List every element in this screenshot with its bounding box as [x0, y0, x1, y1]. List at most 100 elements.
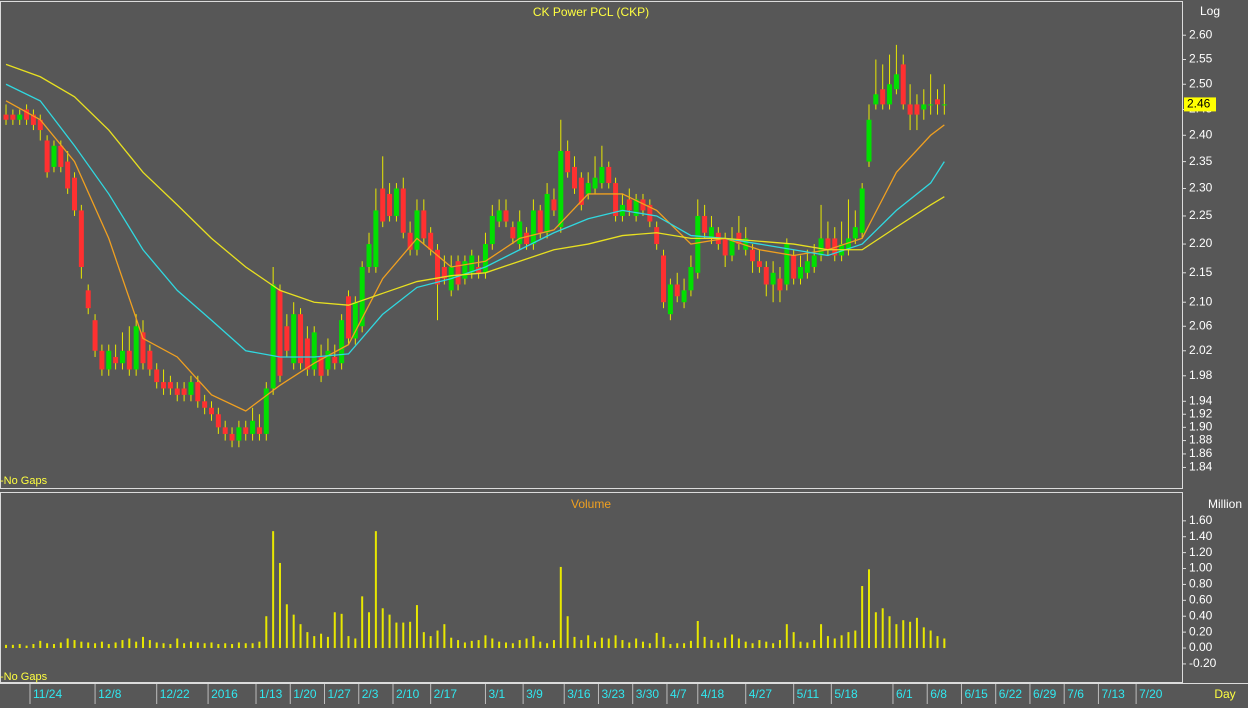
- volume-bar: [847, 632, 850, 649]
- volume-bar: [415, 605, 418, 649]
- y-tick-label: 1.00: [1189, 561, 1213, 575]
- volume-bar: [402, 622, 405, 649]
- volume-bar: [498, 641, 501, 649]
- volume-bar: [354, 638, 357, 649]
- candle-body: [208, 407, 214, 415]
- candle-body: [188, 382, 194, 395]
- volume-bar: [785, 624, 788, 649]
- volume-bar: [929, 630, 932, 649]
- candle-body: [784, 244, 790, 285]
- candle-body: [366, 244, 372, 267]
- candle-body: [750, 249, 756, 262]
- candle-body: [202, 401, 208, 408]
- volume-bar: [155, 642, 158, 649]
- volume-bar: [128, 638, 131, 649]
- candle-body: [489, 215, 495, 245]
- candle-body: [400, 188, 406, 233]
- candle-body: [661, 255, 667, 303]
- volume-bar: [374, 531, 377, 649]
- candle-body: [325, 350, 331, 370]
- candle-body: [482, 244, 488, 273]
- volume-bar: [820, 624, 823, 649]
- volume-bar: [121, 640, 124, 649]
- volume-bar: [162, 643, 165, 649]
- volume-bar: [703, 636, 706, 649]
- x-tick-label: 3/1: [488, 687, 505, 701]
- volume-bar: [861, 586, 864, 649]
- candle-body: [72, 177, 78, 211]
- volume-bar: [936, 636, 939, 649]
- volume-bar: [142, 636, 145, 649]
- last-price-label: 2.46: [1187, 97, 1211, 111]
- volume-bar: [881, 608, 884, 649]
- candle-body: [65, 161, 71, 189]
- candle-body: [633, 199, 639, 216]
- candle-body: [818, 238, 824, 256]
- volume-bar: [135, 641, 138, 649]
- y-tick-label: 2.02: [1189, 343, 1213, 357]
- y-tick-label: 1.94: [1189, 393, 1213, 407]
- volume-bar: [5, 644, 8, 649]
- candle-body: [229, 433, 235, 441]
- candle-body: [113, 356, 119, 364]
- volume-bar: [648, 643, 651, 649]
- y-tick-label: 2.60: [1189, 27, 1213, 41]
- candle-body: [106, 350, 112, 370]
- candle-body: [592, 177, 598, 189]
- volume-bar: [731, 634, 734, 649]
- candle-body: [859, 188, 865, 233]
- moving-average-line: [5, 100, 945, 412]
- volume-bar: [799, 641, 802, 649]
- candle-body: [3, 114, 9, 120]
- volume-bar: [778, 640, 781, 649]
- volume-bar: [395, 622, 398, 649]
- volume-bar: [539, 641, 542, 649]
- volume-bar: [573, 636, 576, 649]
- candle-body: [825, 238, 831, 250]
- candle-body: [455, 261, 461, 285]
- volume-bar: [655, 632, 658, 649]
- volume-bar: [765, 641, 768, 649]
- candle-body: [311, 332, 317, 370]
- candle-body: [291, 314, 297, 364]
- volume-bar: [840, 635, 843, 649]
- volume-panel-frame: [0, 492, 1183, 683]
- candle-body: [24, 109, 30, 120]
- volume-bar: [39, 640, 42, 649]
- x-tick-label: 7/13: [1101, 687, 1125, 701]
- candle-body: [435, 249, 441, 285]
- y-tick-label: 0.60: [1189, 592, 1213, 606]
- volume-bar: [724, 637, 727, 649]
- candle-body: [119, 350, 125, 364]
- candle-body: [708, 227, 714, 239]
- volume-bar: [518, 640, 521, 649]
- y-tick-label: -0.20: [1189, 656, 1217, 670]
- y-tick-label: 1.84: [1189, 460, 1213, 474]
- volume-bar: [463, 642, 466, 649]
- candle-body: [496, 210, 502, 222]
- candle-body: [804, 261, 810, 273]
- volume-bar: [450, 637, 453, 649]
- candle-body: [530, 210, 536, 245]
- y-tick-label: 2.10: [1189, 294, 1213, 308]
- x-tick-label: 2/17: [434, 687, 458, 701]
- candle-body: [133, 326, 139, 370]
- candle-body: [695, 215, 701, 273]
- volume-bar: [792, 632, 795, 649]
- volume-bar: [587, 635, 590, 649]
- volume-bar: [196, 642, 199, 649]
- x-tick-label: 4/18: [701, 687, 725, 701]
- volume-bar: [758, 640, 761, 649]
- candle-body: [277, 290, 283, 376]
- volume-bar: [409, 621, 412, 649]
- volume-bar: [600, 637, 603, 649]
- candle-body: [770, 272, 776, 285]
- candle-body: [654, 227, 660, 245]
- volume-bar: [689, 640, 692, 649]
- candle-body: [613, 183, 619, 216]
- volume-bar: [285, 604, 288, 649]
- y-tick-label: 2.50: [1189, 76, 1213, 90]
- candle-body: [250, 420, 256, 434]
- volume-bar: [429, 636, 432, 649]
